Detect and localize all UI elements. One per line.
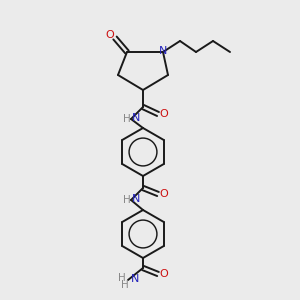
Text: H: H [118,273,126,283]
Text: N: N [132,194,140,204]
Text: O: O [160,269,168,279]
Text: N: N [131,274,139,284]
Text: H: H [123,114,131,124]
Text: O: O [160,189,168,199]
Text: O: O [106,30,114,40]
Text: N: N [159,46,167,56]
Text: N: N [132,113,140,123]
Text: O: O [160,109,168,119]
Text: H: H [121,280,129,290]
Text: H: H [123,195,131,205]
